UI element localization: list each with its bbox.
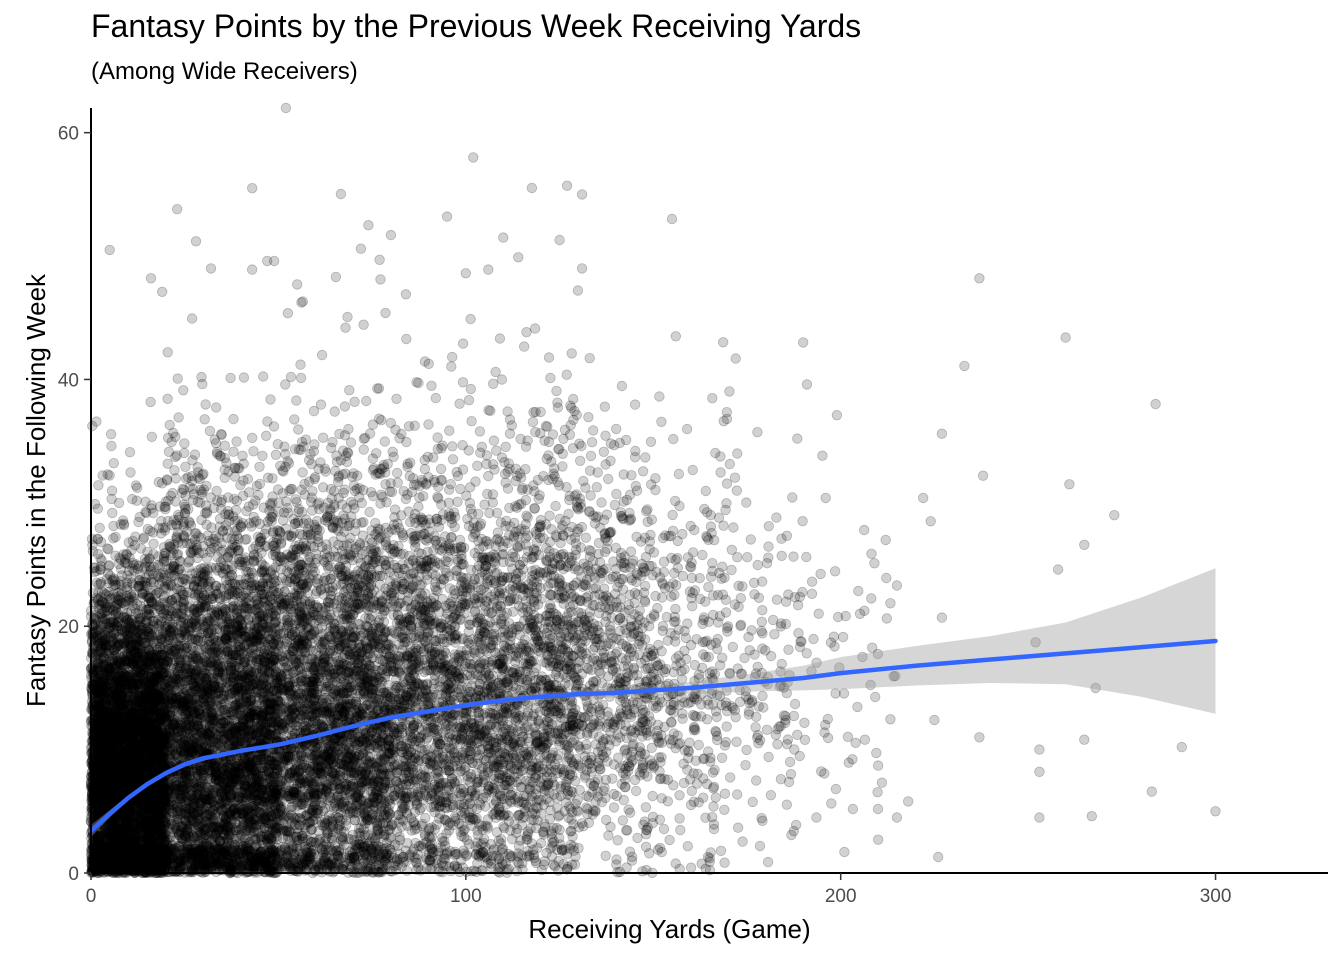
data-point (95, 577, 107, 588)
data-point (96, 680, 107, 691)
data-point (127, 563, 138, 574)
data-point (107, 507, 118, 519)
data-point (95, 536, 107, 548)
data-point (148, 621, 159, 632)
data-point (153, 690, 165, 701)
data-point (96, 632, 108, 643)
data-point (140, 496, 151, 507)
data-point (151, 744, 162, 756)
data-point (141, 849, 152, 860)
data-point (155, 736, 167, 748)
data-point (146, 431, 158, 443)
points-layer (85, 102, 1221, 879)
data-point (125, 467, 136, 478)
data-point (123, 537, 135, 548)
data-point (145, 708, 156, 720)
data-point (108, 520, 119, 532)
data-point (91, 416, 102, 427)
data-point (133, 608, 144, 619)
data-point (153, 749, 165, 760)
data-point (87, 735, 98, 747)
data-point (142, 523, 154, 535)
data-point (92, 503, 104, 514)
data-point (93, 480, 104, 491)
data-point (133, 516, 144, 528)
data-point (111, 854, 122, 865)
data-point (153, 522, 165, 534)
data-point (113, 497, 125, 509)
data-point (127, 493, 138, 505)
data-point (158, 797, 170, 808)
data-point (99, 661, 110, 672)
data-point (100, 734, 112, 745)
data-point (108, 458, 120, 469)
data-point (145, 396, 156, 408)
data-point (121, 816, 132, 827)
data-point (148, 538, 159, 550)
data-point (160, 504, 171, 515)
data-point (105, 429, 117, 440)
data-point (138, 712, 150, 724)
data-point (141, 640, 153, 651)
data-point (130, 661, 141, 672)
data-point (135, 543, 147, 554)
data-point (106, 485, 118, 496)
data-point (133, 670, 144, 682)
data-point (127, 731, 139, 742)
data-point (133, 717, 144, 728)
data-point (111, 598, 123, 609)
data-point (94, 835, 106, 846)
data-point (97, 470, 108, 481)
data-point (131, 725, 142, 737)
data-point (98, 626, 110, 637)
data-point (106, 440, 117, 452)
data-point (120, 628, 132, 640)
data-point (95, 553, 106, 564)
data-point (97, 596, 108, 607)
data-point (124, 447, 136, 458)
data-point (98, 673, 110, 685)
data-point (126, 701, 137, 712)
data-point (103, 769, 115, 781)
data-point (147, 711, 159, 722)
data-point (155, 568, 166, 580)
data-point (132, 691, 143, 702)
data-point (130, 480, 142, 491)
chart-subtitle: (Among Wide Receivers) (91, 58, 358, 86)
data-point (110, 531, 121, 543)
data-point (121, 577, 133, 588)
data-point (127, 720, 138, 731)
data-point (109, 575, 120, 586)
data-point (151, 807, 163, 819)
data-point (89, 772, 100, 784)
data-point (95, 775, 106, 787)
data-point (137, 799, 148, 811)
data-point (152, 799, 163, 810)
data-point (99, 588, 110, 599)
chart-title: Fantasy Points by the Previous Week Rece… (91, 8, 861, 45)
data-point (134, 838, 146, 850)
data-point (94, 522, 105, 534)
data-point (142, 744, 153, 755)
data-point (125, 755, 137, 766)
